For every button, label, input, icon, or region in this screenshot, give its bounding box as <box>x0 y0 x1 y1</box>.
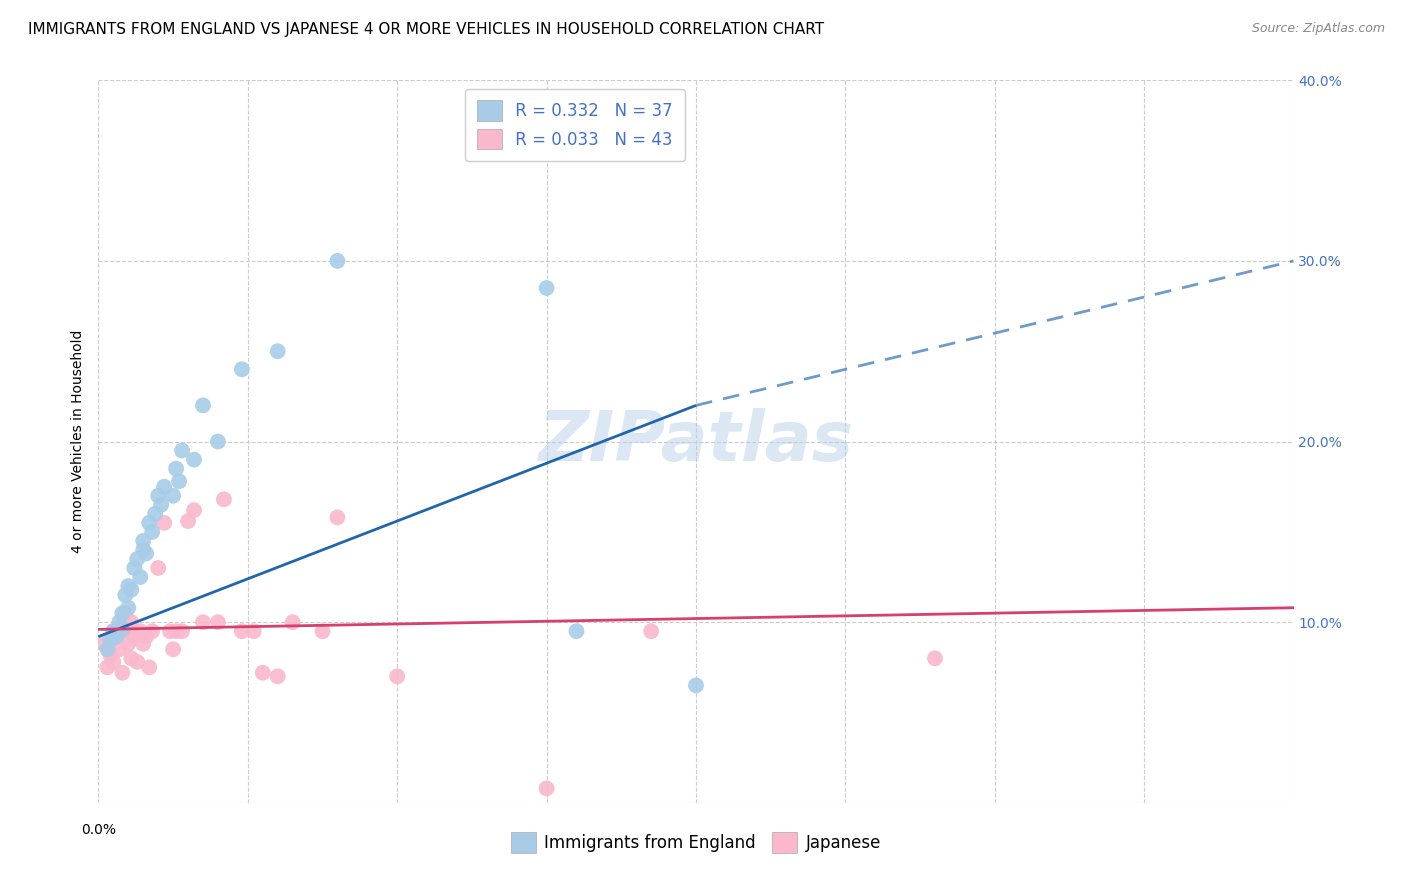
Point <box>141 524 163 539</box>
Point <box>120 615 142 630</box>
Point <box>148 561 170 575</box>
Point <box>103 624 125 639</box>
Text: ZIPatlas: ZIPatlas <box>538 408 853 475</box>
Point <box>148 489 170 503</box>
Point <box>172 624 194 639</box>
Point <box>165 461 187 475</box>
Point <box>124 630 146 644</box>
Point <box>129 570 152 584</box>
Point <box>117 637 139 651</box>
Point <box>135 547 157 561</box>
Point <box>117 600 139 615</box>
Point <box>191 615 214 630</box>
Point <box>138 660 160 674</box>
Point <box>252 665 274 680</box>
Point <box>143 507 166 521</box>
Point <box>124 561 146 575</box>
Point <box>177 514 200 528</box>
Y-axis label: 4 or more Vehicles in Household: 4 or more Vehicles in Household <box>72 330 86 553</box>
Point <box>96 642 118 657</box>
Point <box>162 642 184 657</box>
Point <box>108 615 131 630</box>
Point <box>183 452 205 467</box>
Point <box>138 516 160 530</box>
Point <box>103 655 125 669</box>
Point <box>172 443 194 458</box>
Point <box>536 281 558 295</box>
Point <box>111 619 134 633</box>
Point <box>326 510 349 524</box>
Point <box>162 489 184 503</box>
Point <box>207 615 229 630</box>
Point <box>385 669 409 683</box>
Point <box>243 624 266 639</box>
Point <box>536 781 558 796</box>
Point <box>281 615 304 630</box>
Point <box>127 655 149 669</box>
Point <box>924 651 946 665</box>
Text: 0.0%: 0.0% <box>82 823 115 837</box>
Point <box>111 665 134 680</box>
Point <box>96 660 118 674</box>
Point <box>231 624 253 639</box>
Point <box>111 623 134 637</box>
Point <box>183 503 205 517</box>
Point <box>129 624 152 639</box>
Point <box>120 651 142 665</box>
Point <box>117 579 139 593</box>
Point <box>141 624 163 639</box>
Point <box>153 516 176 530</box>
Point <box>105 630 128 644</box>
Point <box>98 648 122 662</box>
Text: IMMIGRANTS FROM ENGLAND VS JAPANESE 4 OR MORE VEHICLES IN HOUSEHOLD CORRELATION : IMMIGRANTS FROM ENGLAND VS JAPANESE 4 OR… <box>28 22 824 37</box>
Point <box>159 624 181 639</box>
Legend: Immigrants from England, Japanese: Immigrants from England, Japanese <box>505 826 887 860</box>
Point <box>267 669 290 683</box>
Point <box>191 398 214 412</box>
Point <box>114 588 136 602</box>
Point <box>267 344 290 359</box>
Point <box>120 582 142 597</box>
Point <box>165 624 187 639</box>
Point <box>103 624 125 639</box>
Point <box>98 633 122 648</box>
Point <box>231 362 253 376</box>
Point <box>167 475 190 489</box>
Point <box>212 492 235 507</box>
Point <box>132 533 155 548</box>
Point <box>153 480 176 494</box>
Point <box>207 434 229 449</box>
Point <box>150 498 173 512</box>
Point <box>565 624 588 639</box>
Point <box>132 637 155 651</box>
Point <box>105 630 128 644</box>
Point <box>111 606 134 620</box>
Point <box>135 630 157 644</box>
Text: Source: ZipAtlas.com: Source: ZipAtlas.com <box>1251 22 1385 36</box>
Point <box>311 624 333 639</box>
Point <box>326 254 349 268</box>
Point <box>475 109 498 123</box>
Point <box>127 552 149 566</box>
Point <box>93 637 115 651</box>
Point <box>685 678 707 692</box>
Point <box>132 542 155 557</box>
Point <box>114 606 136 620</box>
Point <box>117 624 139 639</box>
Point <box>108 642 131 657</box>
Point <box>640 624 662 639</box>
